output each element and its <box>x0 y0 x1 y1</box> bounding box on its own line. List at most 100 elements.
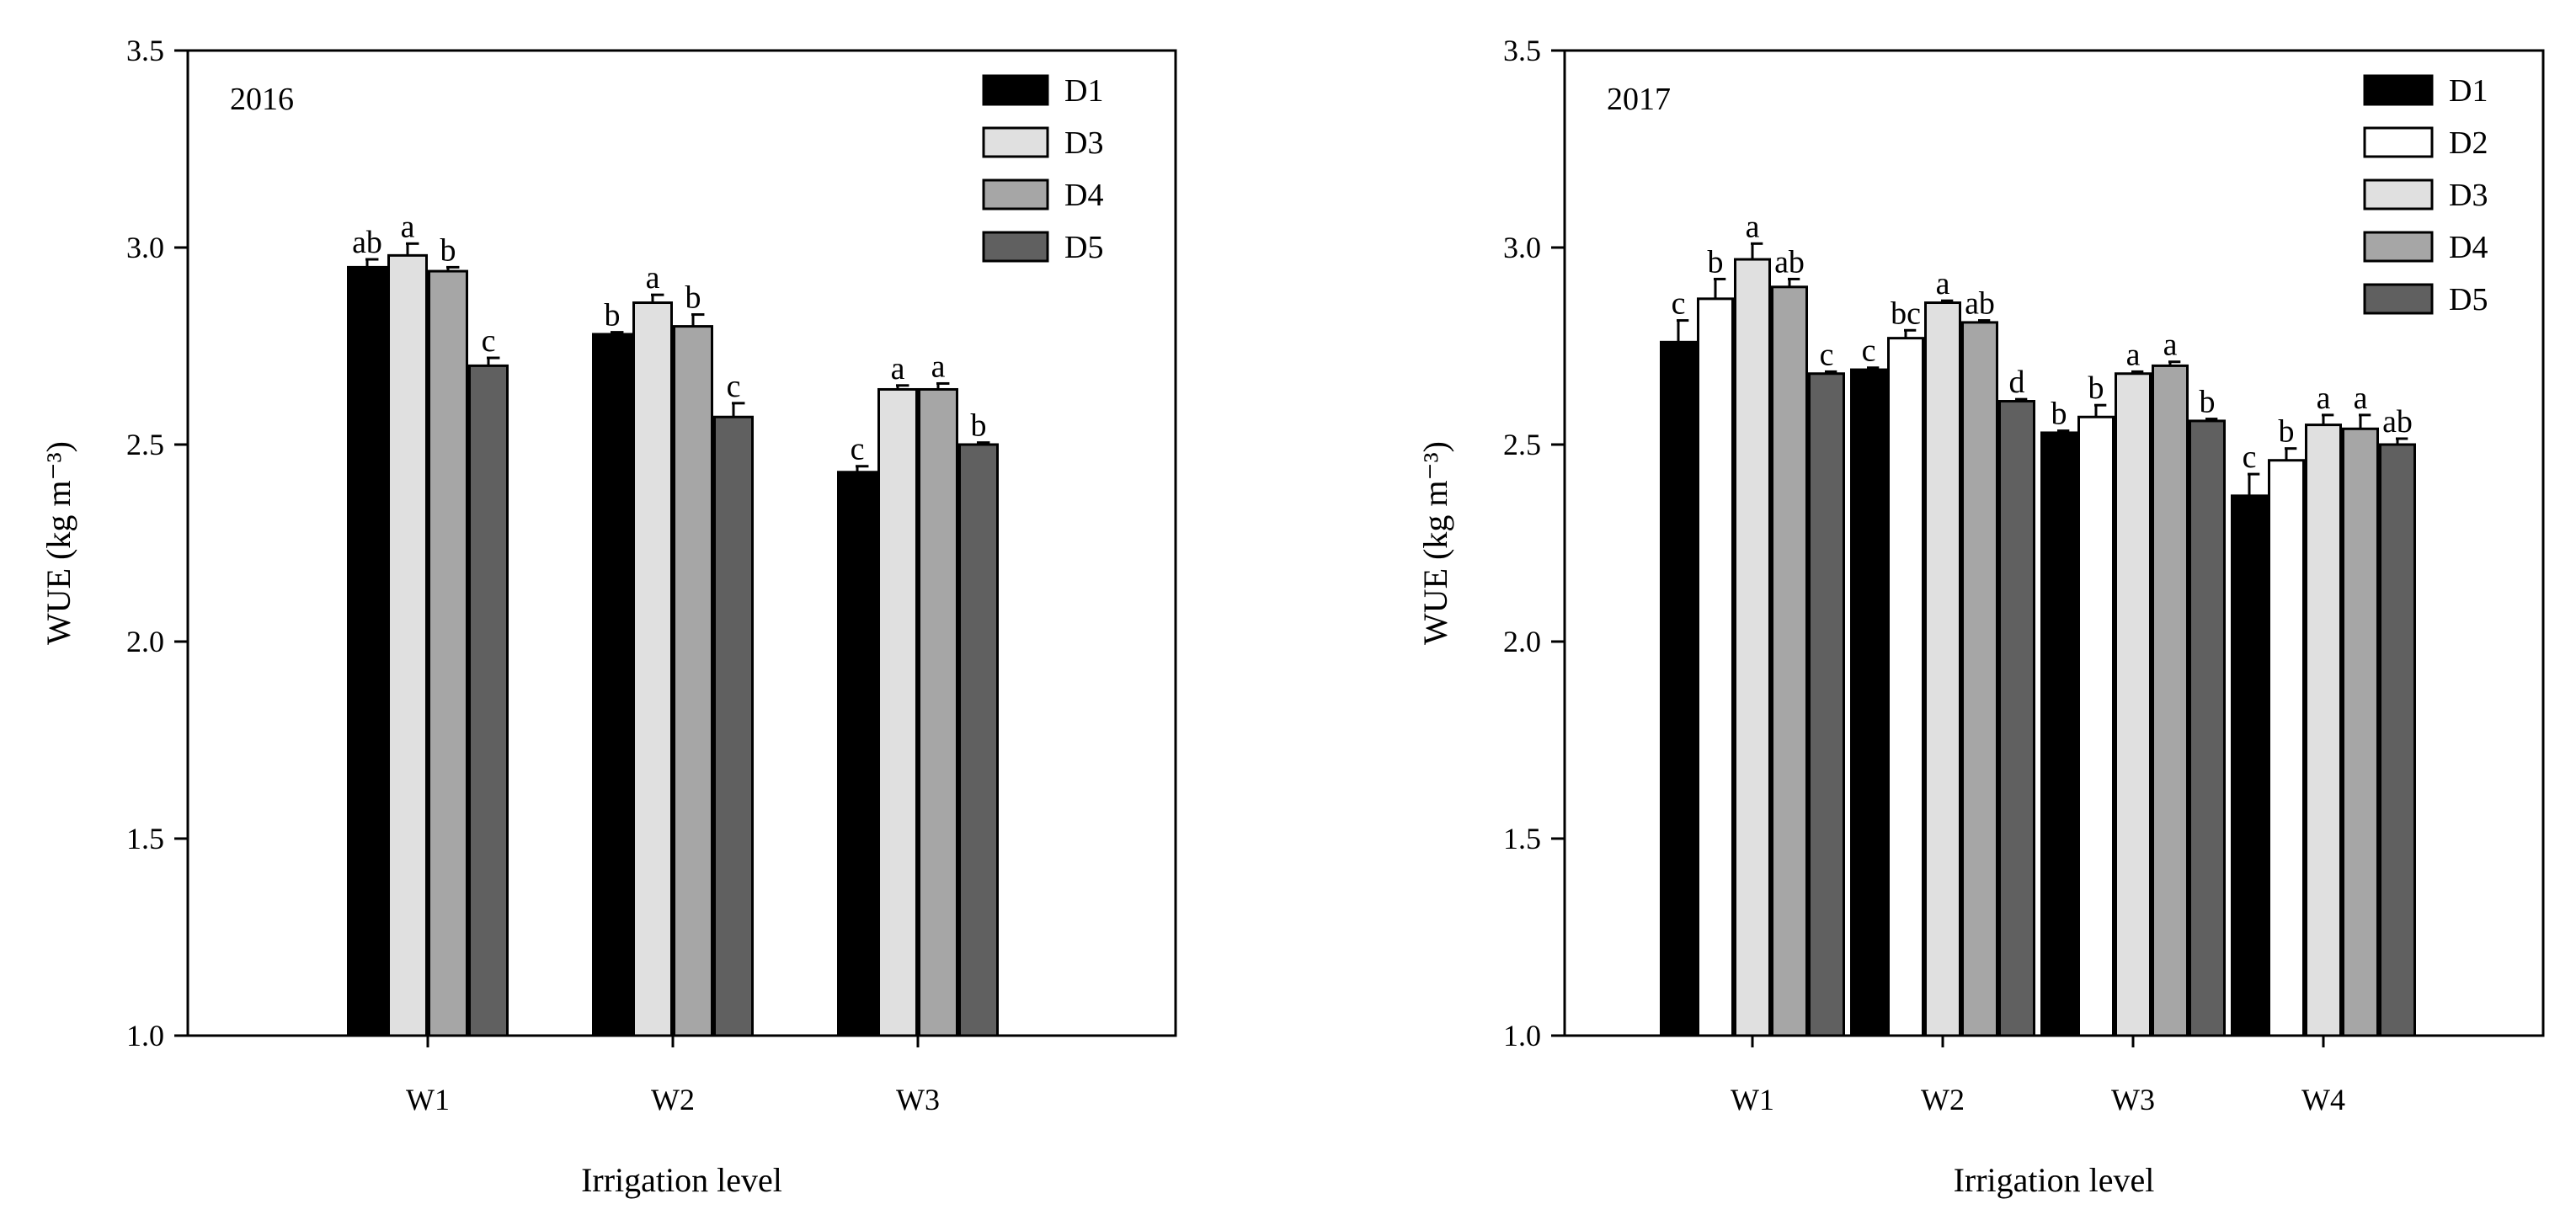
significance-letter-D4-W1: ab <box>1774 244 1805 280</box>
significance-letter-D3-W3: a <box>2126 337 2141 372</box>
significance-letter-D4-W2: b <box>685 280 701 316</box>
legend-swatch-D3 <box>982 126 1049 158</box>
significance-letter-D2-W1: b <box>1708 244 1724 280</box>
legend-label-D4: D4 <box>2449 230 2488 265</box>
y-axis-title: WUE (kg m⁻³) <box>1416 441 1454 645</box>
legend-swatch-D4 <box>982 178 1049 210</box>
x-tick-label-W1: W1 <box>406 1083 450 1116</box>
significance-letter-D5-W4: ab <box>2382 404 2413 440</box>
legend-label-D1: D1 <box>2449 73 2488 109</box>
bar-D2-W4 <box>2268 459 2305 1037</box>
bar-D5-W4 <box>2379 443 2416 1037</box>
bar-D5-W3 <box>958 443 999 1037</box>
legend-label-D3: D3 <box>1064 125 1103 161</box>
significance-letter-D3-W3: a <box>891 351 905 386</box>
significance-letter-D2-W4: b <box>2279 414 2295 450</box>
significance-letter-D5-W3: b <box>2200 385 2216 420</box>
y-tick-label-2.5: 2.5 <box>126 428 164 461</box>
x-tick-label-W2: W2 <box>1921 1083 1965 1116</box>
legend-swatch-D5 <box>982 231 1049 263</box>
bar-D1-W3 <box>2040 431 2077 1037</box>
x-tick-label-W2: W2 <box>651 1083 695 1116</box>
legend-label-D5: D5 <box>1064 230 1103 265</box>
legend-label-D2: D2 <box>2449 125 2488 161</box>
significance-letter-D3-W2: a <box>646 260 660 296</box>
significance-letter-D5-W1: c <box>482 323 496 359</box>
y-tick-label-3.0: 3.0 <box>126 231 164 264</box>
bar-D3-W3 <box>877 387 918 1037</box>
significance-letter-D2-W3: b <box>2088 370 2104 406</box>
legend-label-D3: D3 <box>2449 178 2488 213</box>
significance-letter-D3-W2: a <box>1936 266 1950 301</box>
significance-letter-D3-W1: a <box>401 209 415 244</box>
bar-D1-W1 <box>347 265 387 1037</box>
y-axis-title: WUE (kg m⁻³) <box>40 441 77 645</box>
significance-letter-D1-W3: c <box>851 432 865 467</box>
bar-D3-W3 <box>2115 372 2152 1037</box>
plot-frame <box>1563 49 2545 1037</box>
bar-D3-W1 <box>387 253 428 1037</box>
y-tick-label-3.5: 3.5 <box>126 34 164 67</box>
legend-label-D1: D1 <box>1064 73 1103 109</box>
y-tick-label-1.0: 1.0 <box>126 1019 164 1052</box>
significance-letter-D1-W2: c <box>1862 333 1876 369</box>
significance-letter-D5-W3: b <box>971 408 987 444</box>
x-tick-label-W3: W3 <box>2111 1083 2155 1116</box>
bar-D3-W1 <box>1734 258 1771 1037</box>
legend-swatch-D3 <box>2363 178 2434 210</box>
y-tick-label-3.5: 3.5 <box>1503 34 1541 67</box>
significance-letter-D2-W2: bc <box>1891 296 1921 331</box>
x-tick-label-W4: W4 <box>2301 1083 2345 1116</box>
y-tick-label-1.5: 1.5 <box>1503 822 1541 855</box>
bar-D5-W2 <box>1998 400 2035 1037</box>
bar-D1-W1 <box>1660 340 1697 1037</box>
significance-letter-D3-W1: a <box>1746 209 1760 244</box>
legend-swatch-D1 <box>2363 74 2434 106</box>
bar-D5-W1 <box>1808 372 1845 1037</box>
bar-D2-W2 <box>1887 337 1924 1037</box>
bar-D3-W4 <box>2305 424 2342 1037</box>
significance-letter-D1-W2: b <box>605 298 621 333</box>
significance-letter-D4-W4: a <box>2354 381 2368 416</box>
significance-letter-D5-W1: c <box>1820 337 1834 372</box>
bar-D4-W3 <box>918 387 958 1037</box>
bar-D2-W1 <box>1697 297 1734 1037</box>
significance-letter-D4-W1: b <box>440 232 456 268</box>
bar-D3-W2 <box>1924 301 1961 1037</box>
significance-letter-D1-W4: c <box>2243 440 2257 475</box>
significance-letter-D4-W3: a <box>2163 328 2178 363</box>
bar-D1-W4 <box>2231 494 2268 1037</box>
y-tick-label-2.0: 2.0 <box>126 625 164 658</box>
bar-D4-W2 <box>673 325 713 1037</box>
x-tick-label-W1: W1 <box>1731 1083 1774 1116</box>
significance-letter-D1-W1: ab <box>352 225 382 260</box>
legend-swatch-D1 <box>982 74 1049 106</box>
bar-D5-W3 <box>2189 419 2226 1037</box>
bar-D3-W2 <box>632 301 673 1037</box>
bar-D4-W2 <box>1961 321 1998 1037</box>
bar-D4-W4 <box>2342 427 2379 1037</box>
bar-D4-W1 <box>428 269 468 1037</box>
bar-D5-W1 <box>468 364 509 1037</box>
bar-D2-W3 <box>2077 415 2115 1037</box>
y-tick-label-3.0: 3.0 <box>1503 231 1541 264</box>
x-axis-title: Irrigation level <box>581 1161 782 1199</box>
y-tick-label-1.0: 1.0 <box>1503 1019 1541 1052</box>
bar-D4-W1 <box>1771 285 1808 1037</box>
bar-D4-W3 <box>2152 364 2189 1037</box>
legend-swatch-D2 <box>2363 126 2434 158</box>
x-tick-label-W3: W3 <box>896 1083 940 1116</box>
significance-letter-D4-W3: a <box>931 349 946 384</box>
significance-letter-D5-W2: d <box>2009 365 2025 400</box>
panel-year-label: 2016 <box>230 82 294 117</box>
significance-letter-D1-W1: c <box>1672 286 1686 322</box>
y-tick-label-2.5: 2.5 <box>1503 428 1541 461</box>
legend-label-D5: D5 <box>2449 282 2488 317</box>
significance-letter-D4-W2: ab <box>1965 286 1995 322</box>
bar-D1-W2 <box>1850 368 1887 1037</box>
bar-D1-W2 <box>592 333 632 1037</box>
panel-year-label: 2017 <box>1607 82 1671 117</box>
significance-letter-D1-W3: b <box>2051 397 2067 432</box>
